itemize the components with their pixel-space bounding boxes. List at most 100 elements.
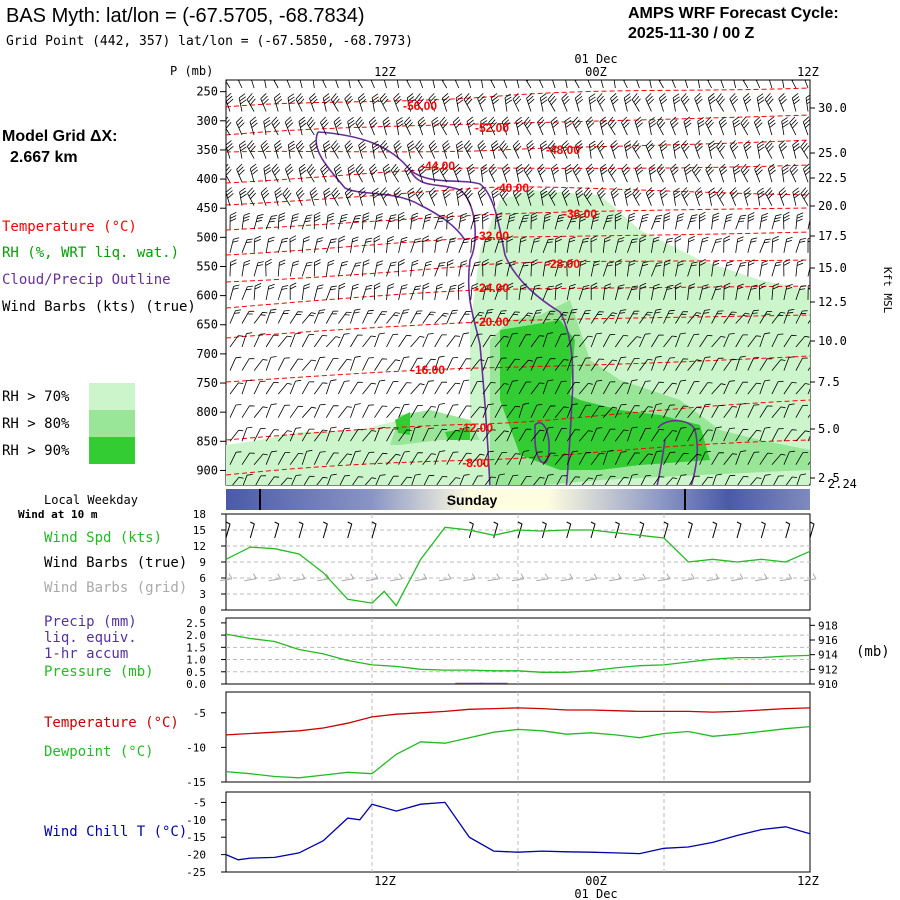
height-label-8: 7.5 [818, 375, 840, 389]
isotherm-label-2: -48.00 [546, 143, 580, 157]
rh90-region-left [395, 412, 410, 435]
pressure-label-800: 800 [196, 405, 218, 419]
wind-chill-label--20: -20 [186, 849, 206, 862]
height-label-0: 30.0 [818, 101, 847, 115]
height-label-9: 5.0 [818, 422, 840, 436]
wind-panel: Wind Spd (kts) Wind Barbs (true) Wind Ba… [44, 508, 817, 617]
precip-label-2.0: 2.0 [186, 629, 206, 642]
pressure-line [225, 633, 811, 673]
precip-bar-10 [455, 682, 484, 684]
pressure-label-914: 914 [818, 649, 838, 662]
isotherm-line-5 [226, 207, 810, 231]
legend-rh70-swatch [89, 383, 135, 410]
height-label-5: 15.0 [818, 261, 847, 275]
legend-wind-barbs: Wind Barbs (kts) (true) [2, 299, 196, 315]
pressure-label-912: 912 [818, 663, 838, 676]
isotherm-label-8: -24.00 [475, 281, 509, 295]
legend-rh: RH (%, WRT liq. wat.) [2, 245, 179, 261]
forecast-cycle-label: AMPS WRF Forecast Cycle: [628, 5, 839, 22]
precip-pressure-panel: Precip (mm) liq. equiv. 1-hr accum Press… [44, 614, 890, 691]
wind-chill-label--15: -15 [186, 831, 206, 844]
pressure-label-500: 500 [196, 230, 218, 244]
precip-bar-11 [479, 682, 508, 684]
isotherm-label-1: -52.00 [475, 121, 509, 135]
isotherm-line-10 [226, 355, 810, 383]
isotherm-line-3 [226, 164, 810, 184]
isotherm-label-11: -12.00 [459, 421, 493, 435]
pressure-label-650: 650 [196, 318, 218, 332]
wind-speed-label-15: 15 [193, 524, 206, 537]
isotherm-label-3: -44.00 [421, 159, 455, 173]
wind-chill-plot-frame [225, 791, 811, 873]
wind-speed-label-6: 6 [199, 572, 206, 585]
wind-speed-label-12: 12 [193, 540, 206, 553]
bottom-tick-12z-left: 12Z [374, 874, 396, 888]
local-weekday-label: Local Weekday [44, 493, 138, 507]
isotherm-line-4 [226, 186, 810, 206]
pressure-label-300: 300 [196, 114, 218, 128]
pressure-label-250: 250 [196, 85, 218, 99]
wind-speed-label: Wind Spd (kts) [44, 530, 162, 546]
legend-rh90-label: RH > 90% [2, 443, 70, 459]
pressure-label-600: 600 [196, 289, 218, 303]
day-label: Sunday [447, 492, 498, 508]
pressure-label-550: 550 [196, 259, 218, 273]
legend-cloud-outline: Cloud/Precip Outline [2, 272, 171, 288]
precip-label-1.0: 1.0 [186, 654, 206, 667]
model-grid-value: 2.667 km [10, 149, 78, 166]
wind-speed-label-9: 9 [199, 556, 206, 569]
wind-chill-panel: Wind Chill T (°C) -25 -20 -15 -10 -5 [44, 791, 811, 879]
temperature-label: Temperature (°C) [44, 715, 179, 731]
model-grid-label: Model Grid ΔX: [2, 128, 118, 145]
pressure-axis-label: P (mb) [170, 64, 213, 78]
wind-barbs-true [225, 521, 815, 539]
pressure-label: Pressure (mb) [44, 664, 154, 680]
isotherm-label-0: -56.00 [403, 99, 437, 113]
isotherm-line-12 [226, 439, 810, 476]
height-label-2: 22.5 [818, 171, 847, 185]
isotherm-line-6 [226, 231, 810, 256]
temperature-panel: Temperature (°C) Dewpoint (°C) -15 -10 -5 [44, 691, 811, 789]
legend-temperature: Temperature (°C) [2, 219, 137, 235]
cloud-outline-blob [534, 422, 550, 464]
precip-bar-21 [723, 683, 751, 684]
chart-title: BAS Myth: lat/lon = (-67.5705, -68.7834) [6, 5, 365, 27]
precip-label-1.5: 1.5 [186, 641, 206, 654]
wind-speed-label-18: 18 [193, 508, 206, 521]
pressure-label-350: 350 [196, 143, 218, 157]
wind-speed-label-3: 3 [199, 588, 206, 601]
isotherm-label-9: -20.00 [475, 315, 509, 329]
height-label-1: 25.0 [818, 146, 847, 160]
rh90-region-mid [445, 428, 470, 440]
isotherm-label-12: -8.00 [462, 456, 490, 470]
isotherm-line-2 [226, 139, 810, 153]
isotherm-label-7: -28.00 [546, 257, 580, 271]
forecast-cycle-value: 2025-11-30 / 00 Z [628, 25, 755, 42]
wind-height-label: Wind at 10 m [18, 508, 98, 521]
wind-chill-line [225, 801, 811, 861]
temperature-line [225, 707, 811, 736]
wind-chill-label: Wind Chill T (°C) [44, 824, 187, 840]
temperature-label--5: -5 [193, 707, 206, 720]
pressure-label-750: 750 [196, 376, 218, 390]
wind-chill-label--5: -5 [193, 796, 206, 809]
height-axis-label: Kft MSL [881, 267, 894, 314]
surface-height-label: 2.24 [828, 477, 857, 491]
isotherm-line-11 [226, 399, 810, 441]
precip-label-0.0: 0.0 [186, 678, 206, 691]
height-label-4: 17.5 [818, 229, 847, 243]
wind-speed-line [225, 526, 811, 607]
pressure-label-700: 700 [196, 347, 218, 361]
pressure-label-450: 450 [196, 201, 218, 215]
dewpoint-line [225, 725, 811, 779]
pressure-label-918: 918 [818, 619, 838, 632]
wind-barbs-true-label: Wind Barbs (true) [44, 555, 187, 571]
cloud-outline-right [409, 169, 574, 485]
pressure-unit: (mb) [856, 644, 890, 660]
wind-chill-label--10: -10 [186, 814, 206, 827]
cloud-outline-left [317, 131, 491, 485]
wind-chill-label--25: -25 [186, 866, 206, 879]
legend-rh80-label: RH > 80% [2, 416, 70, 432]
pressure-label-400: 400 [196, 172, 218, 186]
